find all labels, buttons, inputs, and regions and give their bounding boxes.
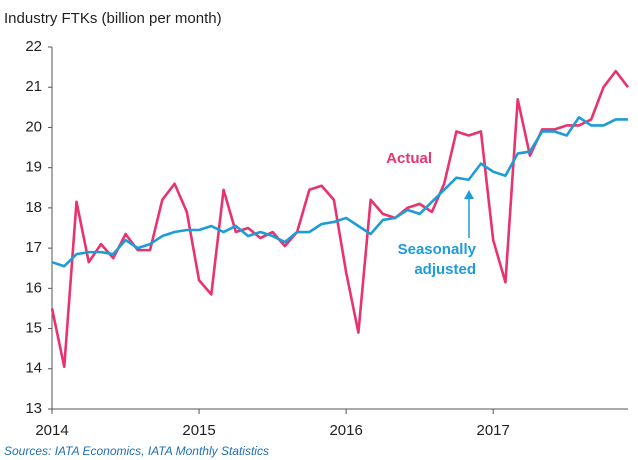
y-tick-label: 13 xyxy=(25,400,42,417)
x-tick-label: 2016 xyxy=(329,422,362,439)
x-tick-label: 2014 xyxy=(35,422,68,439)
x-tick-label: 2017 xyxy=(477,422,510,439)
x-tick-label: 2015 xyxy=(182,422,215,439)
y-tick-label: 22 xyxy=(25,38,42,55)
y-tick-label: 19 xyxy=(25,159,42,176)
series-label: Actual xyxy=(386,150,432,167)
series-label: Seasonally adjusted xyxy=(398,241,477,278)
y-tick-label: 16 xyxy=(25,279,42,296)
y-tick-label: 14 xyxy=(25,360,42,377)
y-tick-label: 21 xyxy=(25,78,42,95)
source-note: Sources: IATA Economics, IATA Monthly St… xyxy=(4,444,269,458)
y-tick-label: 15 xyxy=(25,320,42,337)
chart-title: Industry FTKs (billion per month) xyxy=(4,10,222,27)
y-tick-label: 17 xyxy=(25,239,42,256)
series-line xyxy=(50,69,630,369)
y-tick-label: 18 xyxy=(25,199,42,216)
y-tick-label: 20 xyxy=(25,118,42,135)
series-line xyxy=(51,116,628,268)
annotation-arrowhead xyxy=(464,190,474,199)
